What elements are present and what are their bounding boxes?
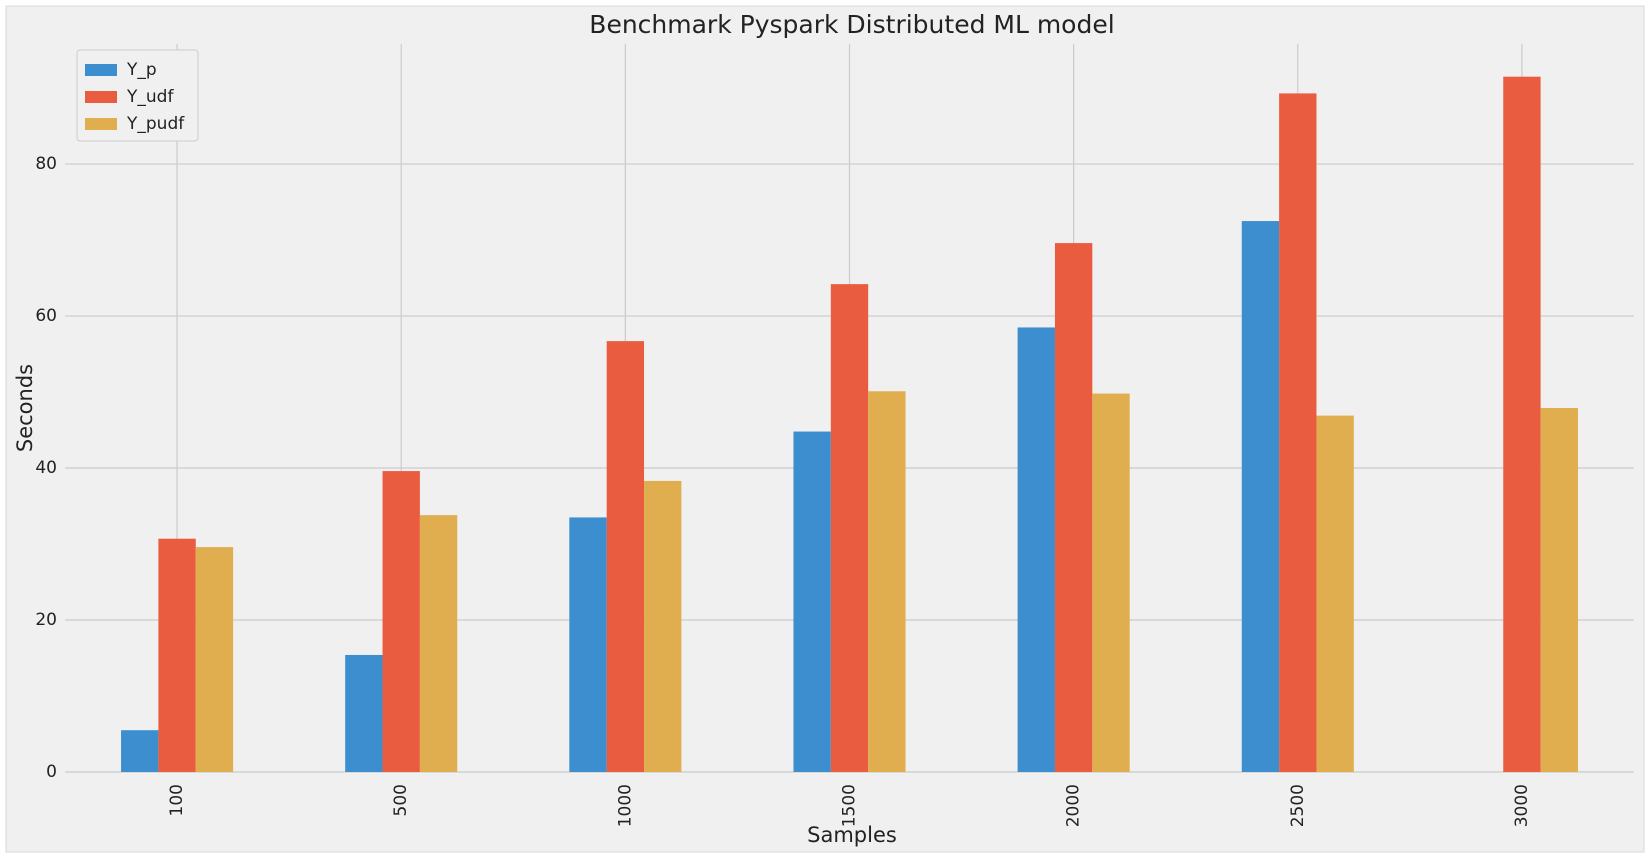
bar: [1017, 327, 1055, 772]
bar: [830, 284, 869, 772]
x-tick-label: 1000: [615, 784, 635, 827]
y-tick-label: 80: [35, 154, 57, 174]
chart-title: Benchmark Pyspark Distributed ML model: [589, 10, 1114, 39]
bar: [606, 341, 645, 772]
bar: [569, 517, 607, 772]
y-tick-label: 60: [35, 306, 57, 326]
bar: [1092, 393, 1130, 772]
bar: [1054, 243, 1093, 772]
bar: [382, 471, 420, 772]
bar: [644, 480, 682, 772]
legend-label: Y_pudf: [126, 114, 185, 134]
bar: [1316, 415, 1354, 772]
y-tick-label: 40: [35, 458, 57, 478]
y-tick-label: 0: [46, 762, 57, 782]
y-axis-label: Seconds: [13, 364, 37, 452]
bar: [1503, 76, 1541, 773]
x-tick-label: 500: [391, 784, 411, 816]
legend-swatch: [85, 118, 117, 130]
x-tick-label: 100: [167, 784, 187, 816]
bar: [868, 391, 906, 772]
legend-swatch: [85, 91, 117, 103]
x-tick-label: 3000: [1512, 784, 1532, 827]
bar: [1241, 221, 1280, 772]
x-axis-label: Samples: [807, 823, 897, 847]
legend-swatch: [85, 64, 117, 76]
bar: [1540, 408, 1578, 772]
bar: [345, 654, 383, 772]
legend-label: Y_udf: [126, 87, 174, 107]
x-tick-label: 1500: [840, 784, 860, 827]
bar: [121, 730, 159, 772]
legend-label: Y_p: [126, 60, 157, 80]
x-tick-label: 2000: [1064, 784, 1084, 827]
y-tick-label: 20: [35, 610, 57, 630]
legend: Y_p Y_udf Y_pudf: [76, 49, 199, 142]
bar: [195, 547, 234, 772]
bar: [1279, 93, 1317, 772]
bar: [793, 431, 831, 772]
bar: [158, 538, 196, 772]
x-tick-label: 2500: [1288, 784, 1308, 827]
bar: [419, 515, 458, 772]
